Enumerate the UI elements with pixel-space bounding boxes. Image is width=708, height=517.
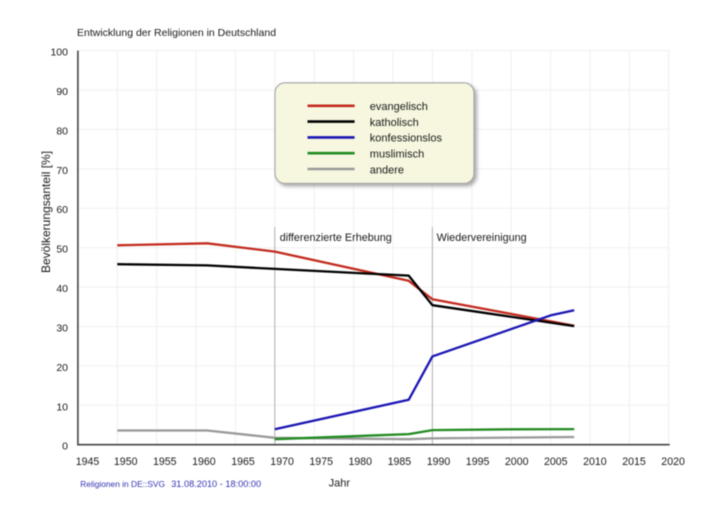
svg-text:2005: 2005 [544, 456, 568, 468]
svg-text:50: 50 [56, 244, 68, 256]
svg-text:2000: 2000 [505, 456, 529, 468]
svg-text:andere: andere [370, 164, 404, 176]
svg-text:1960: 1960 [192, 456, 216, 468]
svg-text:1985: 1985 [388, 456, 412, 468]
svg-text:60: 60 [56, 204, 68, 216]
svg-text:1975: 1975 [309, 456, 333, 468]
svg-text:1990: 1990 [427, 456, 451, 468]
svg-text:differenzierte Erhebung: differenzierte Erhebung [280, 232, 392, 244]
svg-text:2015: 2015 [622, 456, 646, 468]
svg-text:1980: 1980 [349, 456, 373, 468]
svg-text:1965: 1965 [231, 456, 255, 468]
svg-text:40: 40 [56, 283, 68, 295]
svg-text:2010: 2010 [583, 456, 607, 468]
svg-text:katholisch: katholisch [370, 117, 419, 129]
svg-text:konfessionslos: konfessionslos [370, 133, 443, 145]
svg-text:1995: 1995 [466, 456, 490, 468]
svg-text:100: 100 [50, 47, 68, 59]
svg-text:1945: 1945 [76, 456, 100, 468]
svg-text:10: 10 [56, 401, 68, 413]
svg-text:1950: 1950 [114, 456, 138, 468]
svg-text:muslimisch: muslimisch [370, 149, 424, 161]
svg-text:evangelisch: evangelisch [370, 101, 428, 113]
svg-text:20: 20 [56, 362, 68, 374]
svg-text:31.08.2010 - 18:00:00: 31.08.2010 - 18:00:00 [171, 479, 261, 489]
svg-text:Religionen in DE::SVG: Religionen in DE::SVG [80, 479, 165, 489]
svg-text:Jahr: Jahr [329, 477, 351, 489]
svg-text:2020: 2020 [661, 456, 685, 468]
svg-text:Wiedervereinigung: Wiedervereinigung [437, 232, 527, 244]
svg-text:30: 30 [56, 323, 68, 335]
svg-text:70: 70 [56, 165, 68, 177]
svg-text:Entwicklung der Religionen in: Entwicklung der Religionen in Deutschlan… [77, 27, 276, 39]
svg-text:90: 90 [56, 86, 68, 98]
svg-text:1955: 1955 [153, 456, 177, 468]
svg-text:80: 80 [56, 125, 68, 137]
svg-text:1970: 1970 [270, 456, 294, 468]
svg-text:Bevölkerungsanteil [%]: Bevölkerungsanteil [%] [39, 151, 53, 273]
svg-text:0: 0 [62, 441, 68, 453]
